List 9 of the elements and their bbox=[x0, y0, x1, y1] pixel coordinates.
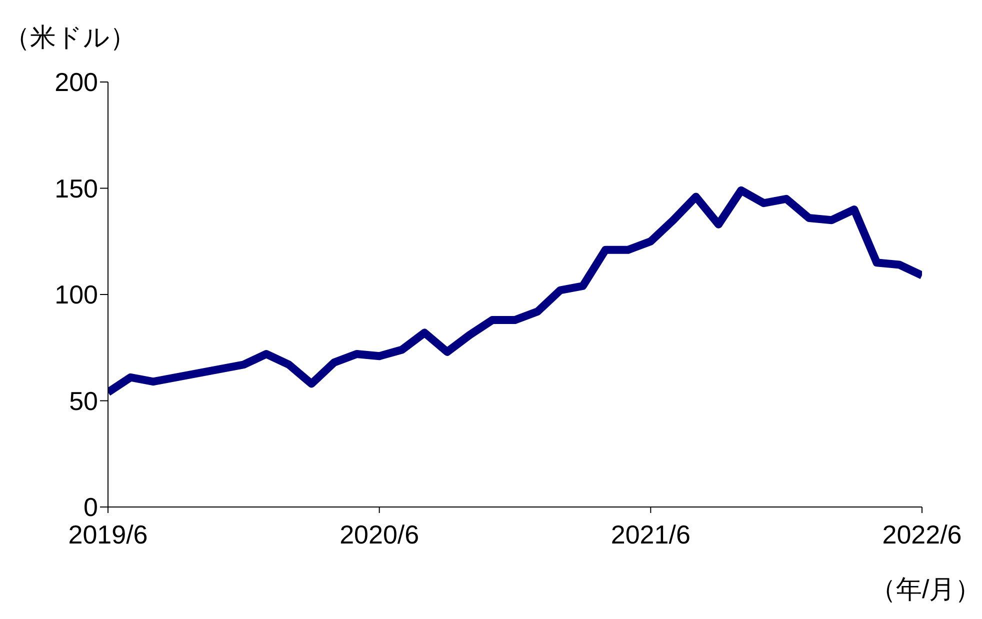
y-tick-label: 200 bbox=[54, 67, 98, 98]
x-tick-label: 2022/6 bbox=[882, 519, 962, 550]
x-tick-label: 2021/6 bbox=[610, 519, 690, 550]
y-tick-label: 100 bbox=[54, 280, 98, 310]
x-tick-label: 2020/6 bbox=[340, 519, 420, 550]
y-tick-label: 50 bbox=[69, 386, 98, 416]
x-axis-title: （年/月） bbox=[870, 573, 982, 606]
y-tick-label: 150 bbox=[54, 173, 98, 204]
y-axis-title: （米ドル） bbox=[4, 21, 136, 54]
